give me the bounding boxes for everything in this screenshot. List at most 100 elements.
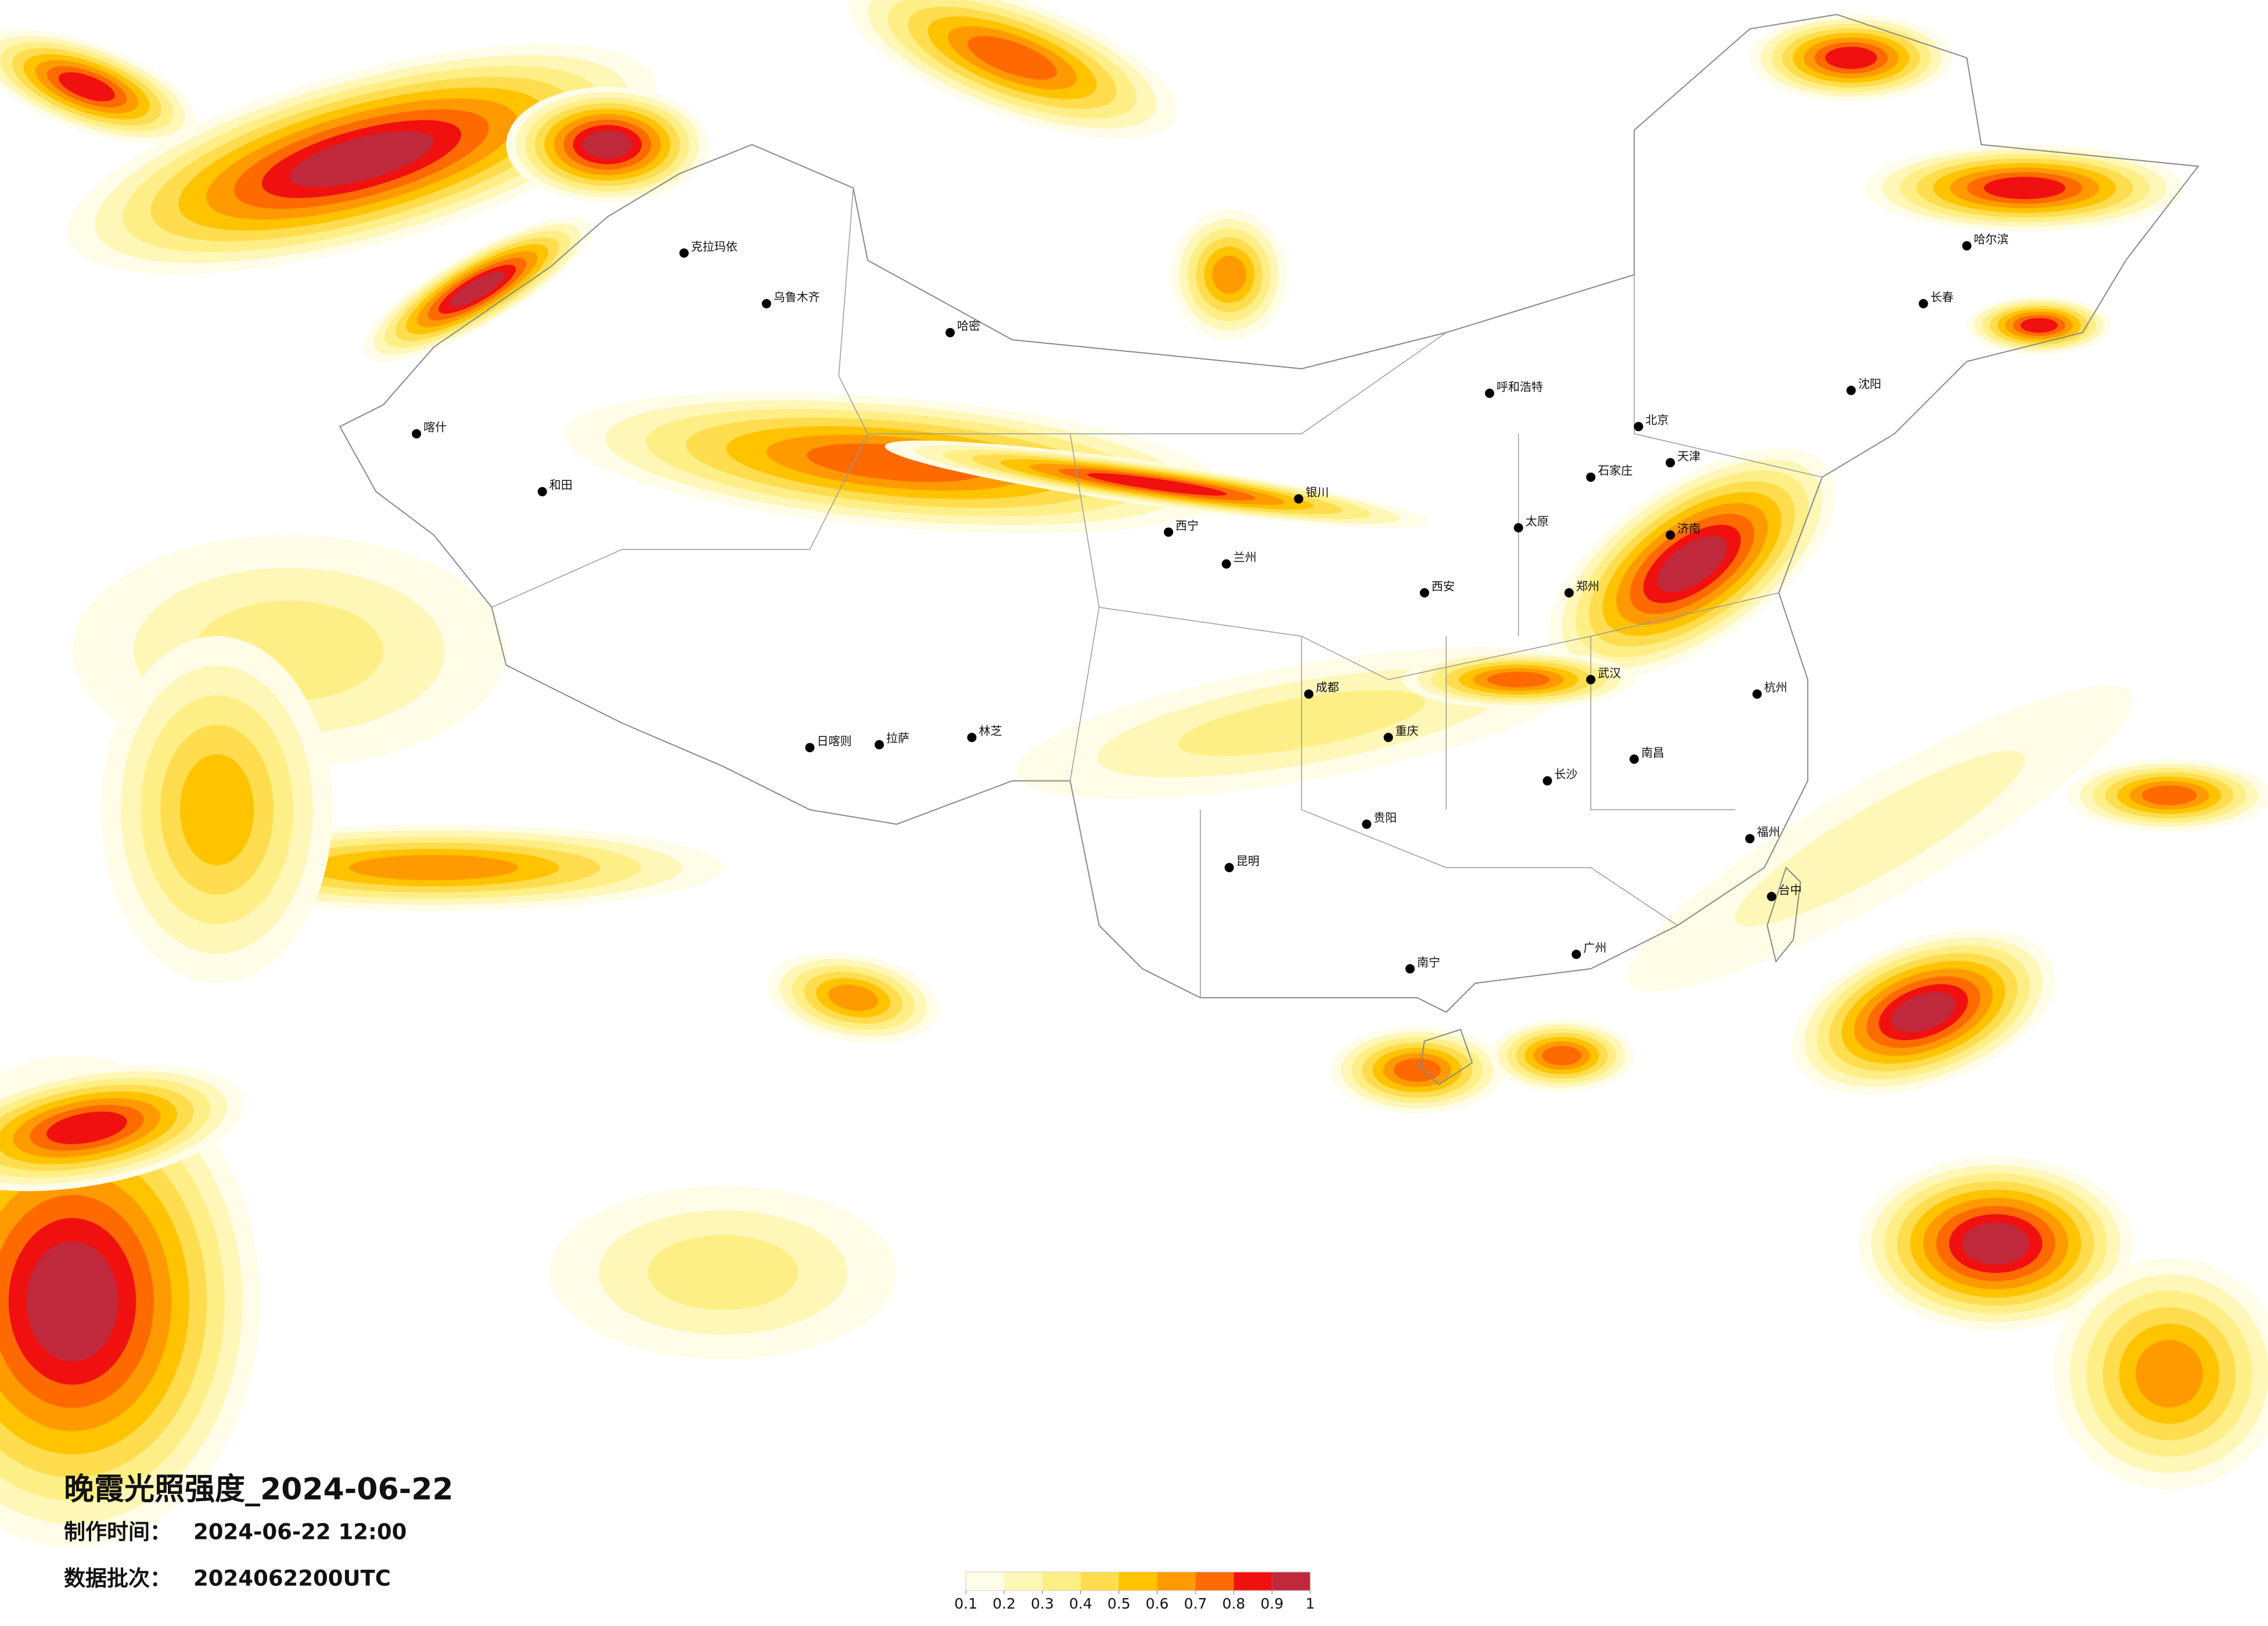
city-dot xyxy=(1514,523,1523,533)
city-label: 林芝 xyxy=(979,724,1002,738)
heat-patch xyxy=(968,35,1057,80)
city-label: 呼和浩特 xyxy=(1497,380,1543,394)
legend-frame xyxy=(965,1571,1311,1591)
legend-swatch xyxy=(1119,1572,1158,1591)
legend-swatch xyxy=(1157,1572,1196,1591)
legend-swatch xyxy=(1042,1572,1081,1591)
city-dot xyxy=(945,328,955,337)
legend-tick-label: 0.6 xyxy=(1146,1595,1169,1612)
legend-swatch xyxy=(1195,1572,1234,1591)
heat-patch xyxy=(1542,1045,1582,1066)
heat-patch xyxy=(2135,1340,2204,1408)
city-label: 日喀则 xyxy=(817,734,851,748)
city-dot xyxy=(1419,588,1429,598)
city-dot xyxy=(1485,388,1494,398)
city-dot xyxy=(1634,422,1644,431)
city-label: 贵阳 xyxy=(1374,811,1397,825)
city-label: 北京 xyxy=(1645,413,1669,427)
country-outline xyxy=(339,13,2199,1013)
legend-tick-label: 0.1 xyxy=(954,1595,977,1612)
heat-patch xyxy=(1962,1222,2030,1265)
city-label: 和田 xyxy=(549,478,573,492)
city-dot xyxy=(537,487,547,497)
city-dot xyxy=(1405,964,1415,974)
legend-tick-label: 0.4 xyxy=(1069,1595,1092,1612)
city-label: 西安 xyxy=(1432,579,1455,593)
city-label: 南昌 xyxy=(1641,746,1665,760)
city-label: 克拉玛依 xyxy=(691,239,738,253)
legend-swatch xyxy=(966,1572,1004,1591)
city-label: 石家庄 xyxy=(1598,463,1633,477)
city-label: 哈密 xyxy=(957,319,980,333)
heat-patch xyxy=(179,754,254,866)
city-dot xyxy=(1564,588,1574,598)
city-label: 杭州 xyxy=(1764,681,1787,695)
heat-patch xyxy=(2020,318,2058,333)
heat-patch xyxy=(449,271,505,307)
heat-patch xyxy=(1212,256,1246,294)
city-label: 郑州 xyxy=(1576,579,1600,593)
legend-tick-label: 1 xyxy=(1306,1595,1315,1612)
city-label: 福州 xyxy=(1757,825,1780,839)
taiwan xyxy=(1766,866,1802,963)
heat-patch xyxy=(289,131,434,188)
city-dot xyxy=(761,298,771,308)
city-dot xyxy=(1962,241,1972,251)
city-dot xyxy=(967,732,977,742)
legend-tick-label: 0.9 xyxy=(1260,1595,1284,1612)
city-label: 乌鲁木齐 xyxy=(774,290,820,304)
city-dot xyxy=(1918,298,1928,308)
heat-patch xyxy=(349,855,519,880)
legend-swatch xyxy=(1272,1572,1310,1591)
city-label: 哈尔滨 xyxy=(1974,232,2008,246)
info-value: 2024-06-22 12:00 xyxy=(193,1520,407,1545)
heat-patch xyxy=(1087,473,1227,496)
city-label: 太原 xyxy=(1526,514,1549,528)
city-dot xyxy=(1572,949,1582,959)
heat-patch xyxy=(1487,671,1550,688)
city-dot xyxy=(1221,559,1231,569)
city-dot xyxy=(1665,458,1675,467)
heat-patch xyxy=(1825,46,1877,69)
city-dot xyxy=(1752,689,1762,699)
legend-tick-label: 0.2 xyxy=(993,1595,1016,1612)
city-dot xyxy=(1846,386,1856,395)
city-label: 西宁 xyxy=(1176,519,1199,533)
city-label: 广州 xyxy=(1583,941,1606,955)
city-dot xyxy=(1629,754,1639,764)
info-label: 制作时间： xyxy=(64,1520,171,1545)
city-dot xyxy=(412,429,422,438)
city-label: 南宁 xyxy=(1417,955,1440,969)
city-label: 喀什 xyxy=(423,420,447,434)
city-label: 银川 xyxy=(1306,485,1329,499)
boundaries xyxy=(339,13,2199,1085)
city-label: 长沙 xyxy=(1554,767,1577,781)
city-label: 天津 xyxy=(1677,449,1701,463)
legend-swatch xyxy=(1004,1572,1043,1591)
city-label: 武汉 xyxy=(1598,666,1621,680)
city-dot xyxy=(1586,472,1595,482)
legend-swatch xyxy=(1234,1572,1273,1591)
city-label: 拉萨 xyxy=(886,731,910,745)
heat-patch xyxy=(1656,535,1727,592)
city-label: 长春 xyxy=(1931,290,1954,304)
city-label: 兰州 xyxy=(1234,551,1257,564)
heat-patch xyxy=(2141,785,2197,805)
city-label: 济南 xyxy=(1677,521,1701,535)
city-label: 重庆 xyxy=(1395,724,1418,738)
city-dot xyxy=(1767,891,1777,901)
city-dot xyxy=(1383,732,1393,742)
city-dot xyxy=(1294,494,1304,504)
hainan xyxy=(1419,1028,1473,1085)
city-label: 台中 xyxy=(1778,883,1802,897)
legend-tick-label: 0.3 xyxy=(1031,1595,1054,1612)
legend-tick-label: 0.7 xyxy=(1184,1595,1207,1612)
province-lines xyxy=(491,188,1823,998)
city-dot xyxy=(1586,675,1595,685)
heat-patch xyxy=(1891,992,1956,1033)
city-label: 成都 xyxy=(1315,681,1339,695)
heat-patch xyxy=(58,72,115,102)
city-dot xyxy=(874,740,884,750)
